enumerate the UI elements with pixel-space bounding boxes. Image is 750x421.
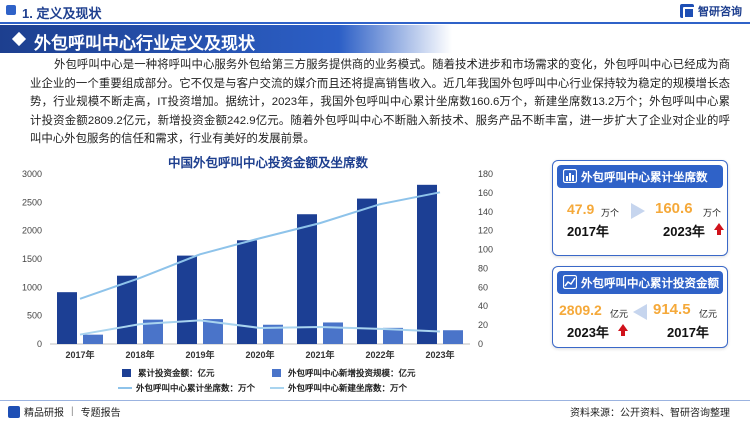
header-divider (0, 22, 750, 24)
data-source: 资料来源：公开资料、智研咨询整理 (570, 408, 730, 419)
cumulative-investment-bar (237, 240, 257, 344)
footer-logo-icon (8, 405, 20, 418)
legend-label: 外包呼叫中心新增投资规模：亿元 (287, 368, 416, 378)
brand-logo-text: 智研咨询 (698, 6, 742, 18)
y-left-tick-label: 2500 (22, 197, 42, 207)
y-left-tick-label: 1500 (22, 254, 42, 264)
y-right-tick-label: 60 (478, 282, 488, 292)
investment-seats-chart: 0 500 1000 1500 2000 2500 3000 0 20 40 60 80 100 120 1… (22, 169, 493, 393)
cumulative-investment-bar (117, 275, 137, 344)
seats-right-value: 160.6 (655, 200, 693, 217)
legend-swatch (272, 369, 281, 377)
new-investment-bar (143, 319, 163, 344)
x-tick-label: 2019年 (185, 349, 214, 360)
investment-left-year: 2023年 (567, 325, 609, 340)
y-left-tick-label: 1000 (22, 282, 42, 292)
brand-logo: 智研咨询 (680, 3, 742, 19)
new-investment-bar (323, 322, 343, 344)
new-investment-bar (203, 319, 223, 344)
up-arrow-stem (621, 331, 625, 336)
cumulative-investment-bar (357, 198, 377, 344)
new-investment-bar (443, 330, 463, 344)
cumulative-investment-bar (177, 255, 197, 344)
new-investment-bar (83, 334, 103, 344)
cumulative-seats-line (79, 191, 441, 300)
legend-label: 累计投资金额：亿元 (138, 368, 215, 378)
x-tick-label: 2017年 (65, 349, 94, 360)
diamond-icon (11, 31, 27, 47)
seats-left-unit: 万个 (601, 208, 620, 218)
cumulative-investment-bar (417, 184, 437, 344)
y-right-tick-label: 80 (478, 263, 488, 273)
footer-divider (0, 400, 750, 401)
up-arrow-stem (717, 230, 721, 235)
investment-card-title: 外包呼叫中心累计投资金额 (581, 278, 719, 290)
x-tick-label: 2022年 (365, 349, 394, 360)
seats-card-title: 外包呼叫中心累计坐席数 (581, 172, 708, 184)
right-arrow-icon (631, 203, 645, 219)
footer-separator: | (71, 406, 74, 417)
seats-card-header: 外包呼叫中心累计坐席数 (557, 165, 723, 188)
investment-left-unit: 亿元 (610, 309, 629, 319)
section-title: 1. 定义及现状 (22, 6, 102, 21)
footer-brand-text: 精品研报 (24, 408, 64, 419)
seats-right-unit: 万个 (703, 208, 722, 218)
seats-left-year: 2017年 (567, 224, 609, 239)
y-right-tick-label: 120 (478, 226, 493, 236)
seats-left-value: 47.9 (567, 201, 595, 217)
x-tick-label: 2021年 (305, 349, 334, 360)
footer-brand-subtext: 专题报告 (80, 408, 121, 419)
section-marker-icon (6, 5, 16, 15)
chart-title: 中国外包呼叫中心投资金额及坐席数 (167, 156, 368, 170)
investment-right-value: 914.5 (653, 301, 691, 318)
investment-card-header: 外包呼叫中心累计投资金额 (557, 271, 723, 294)
left-arrow-icon (633, 304, 647, 320)
legend-label: 外包呼叫中心新建坐席数：万个 (287, 383, 408, 393)
investment-right-year: 2017年 (667, 325, 709, 340)
title-banner: 外包呼叫中心行业定义及现状 (0, 25, 452, 53)
legend-swatch (122, 369, 131, 377)
legend-label: 外包呼叫中心累计坐席数：万个 (135, 383, 256, 393)
up-arrow-icon (618, 324, 628, 331)
y-right-tick-label: 0 (478, 339, 483, 349)
up-arrow-icon (714, 223, 724, 230)
y-left-tick-label: 3000 (22, 169, 42, 179)
page-title: 外包呼叫中心行业定义及现状 (34, 34, 255, 53)
cumulative-investment-bar (297, 214, 317, 344)
x-tick-label: 2023年 (425, 349, 454, 360)
investment-right-unit: 亿元 (699, 309, 718, 319)
y-right-tick-label: 40 (478, 301, 488, 311)
y-left-tick-label: 500 (27, 311, 42, 321)
x-tick-label: 2018年 (125, 349, 154, 360)
brand-logo-icon (680, 4, 695, 19)
new-investment-bar (263, 324, 283, 344)
chart-icon (563, 169, 577, 183)
y-right-tick-label: 160 (478, 188, 493, 198)
y-right-tick-label: 100 (478, 245, 493, 255)
x-tick-label: 2020年 (245, 349, 274, 360)
y-left-tick-label: 0 (37, 339, 42, 349)
y-left-tick-label: 2000 (22, 226, 42, 236)
new-investment-bar (383, 327, 403, 344)
y-right-tick-label: 140 (478, 207, 493, 217)
investment-card: 外包呼叫中心累计投资金额 2809.2 亿元 914.5 亿元 2023年 20… (552, 266, 728, 348)
seats-card: 外包呼叫中心累计坐席数 47.9 万个 160.6 万个 2017年 2023年 (552, 160, 728, 256)
y-right-tick-label: 20 (478, 320, 488, 330)
footer-brand: 精品研报 | 专题报告 (8, 404, 121, 419)
y-right-tick-label: 180 (478, 169, 493, 179)
investment-left-value: 2809.2 (559, 302, 602, 318)
cumulative-investment-bar (57, 292, 77, 344)
trend-icon (563, 275, 577, 289)
new-seats-line (79, 319, 441, 336)
intro-paragraph: 外包呼叫中心是一种将呼叫中心服务外包给第三方服务提供商的业务模式。随着技术进步和… (30, 59, 730, 145)
section-header: 1. 定义及现状 智研咨询 (0, 0, 750, 22)
seats-right-year: 2023年 (663, 224, 705, 239)
